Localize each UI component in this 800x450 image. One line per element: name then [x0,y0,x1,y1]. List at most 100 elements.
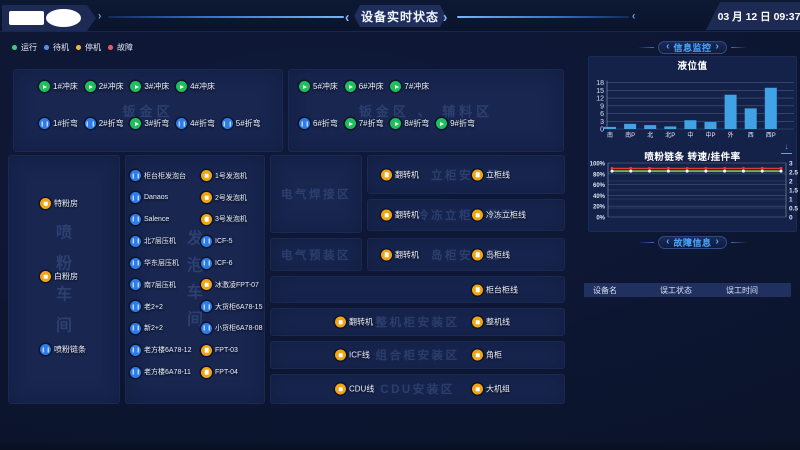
device-label: 冰激凌FPT-07 [215,281,259,289]
status-run-icon [39,81,50,92]
chart-rect [764,87,777,129]
device-item[interactable]: 老方楼6A78-11 [130,361,200,383]
device-column: 1号发泡机 2号发泡机 3号发泡机 ICF-5 ICF-6 冰激凌FPT-07 大货柜6A7… [201,165,263,383]
device-item[interactable]: 7#冲床 [390,81,436,92]
device-item[interactable]: 华东层压机 [130,252,200,274]
charts-panel [588,56,797,232]
device-item[interactable]: FPT-04 [201,361,263,383]
chart-circle [666,166,670,170]
device-item[interactable]: 3号发泡机 [201,209,263,231]
fault-header-label: 故障信息 [673,237,712,248]
device-item[interactable]: 翻转机 [381,169,419,180]
line-chart-title: 喷粉链条 转速/挂件率 [644,152,741,163]
device-item[interactable]: 5#折弯 [221,118,268,129]
device-item[interactable]: 1号发泡机 [201,165,263,187]
legend-item-stop[interactable]: 停机 [76,42,101,53]
device-item[interactable]: 角柜 [472,349,502,361]
header-wing [638,241,655,243]
zone-panel-fapao: 发泡车间 柜台柜发泡台 Danaos Salence 北7层压机 华东层压机 南7层压机老… [125,155,265,404]
device-item[interactable]: 南7层压机 [130,274,200,296]
device-item[interactable]: 大货柜6A78-15 [201,296,263,318]
device-item[interactable]: Salence [130,209,200,231]
device-item[interactable]: 6#折弯 [299,118,345,129]
status-stop-icon [201,344,212,356]
status-stop-icon [472,383,483,395]
device-item[interactable]: 翻转机 [381,209,419,221]
status-stop-icon [381,169,392,180]
save-as-image-icon[interactable]: ↓ [781,143,792,154]
zone-panel-yuzhuang: 电气预装区 [270,238,362,271]
chart-rect [644,125,657,129]
device-item[interactable]: 7#折弯 [344,118,391,129]
device-item[interactable]: 3#折弯 [130,118,176,129]
device-label: 整机线 [486,317,510,327]
device-item[interactable]: 冰激凌FPT-07 [201,274,263,296]
device-item[interactable]: 新2+2 [130,318,200,340]
device-item[interactable]: 8#折弯 [390,118,436,129]
device-item[interactable]: 冷冻立柜线 [472,209,526,221]
device-row: 1#冲床 2#冲床 3#冲床 4#冲床 [39,81,222,92]
device-label: Danaos [144,194,169,202]
device-item[interactable]: Danaos [130,187,200,209]
device-item[interactable]: 老2+2 [130,296,200,318]
device-item[interactable]: CDU线 [335,383,374,395]
chart-circle [648,166,652,170]
status-standby-icon [201,322,212,334]
device-item[interactable]: 2#冲床 [84,81,131,92]
chart-text: 0 [600,127,604,134]
device-item[interactable]: ICF线 [335,349,370,361]
device-item[interactable]: 1#冲床 [39,81,85,92]
zone-panel-penfen: 喷粉车间 特粉房 白粉房 喷粉链条 [8,155,120,404]
device-item[interactable]: 2号发泡机 [201,187,263,209]
legend-label: 待机 [53,43,69,52]
legend-item-run[interactable]: 运行 [12,42,37,53]
device-item[interactable]: 立柜线 [472,169,510,180]
device-item[interactable]: 柜台柜线 [472,284,518,295]
device-item[interactable]: 大机组 [472,383,510,395]
status-standby-icon [130,235,141,247]
device-item[interactable]: 翻转机 [381,249,419,260]
device-item[interactable]: 北7层压机 [130,230,200,252]
device-item[interactable]: 柜台柜发泡台 [130,165,200,187]
chart-text: 80% [593,172,606,178]
device-item[interactable]: ICF-6 [201,252,263,274]
device-item[interactable]: 9#折弯 [436,118,482,129]
device-item[interactable]: 小货柜6A78-08 [201,318,263,340]
chart-circle [741,169,745,173]
status-standby-icon [201,301,212,313]
device-item[interactable]: 岛柜线 [472,249,510,260]
device-label: 立柜线 [486,170,510,179]
device-item[interactable]: 特粉房 [40,198,78,209]
legend-item-standby[interactable]: 待机 [44,42,69,53]
zone-panel-cdu: CDU安装区 CDU线 大机组 [270,374,565,404]
device-row: 6#折弯 7#折弯 8#折弯 9#折弯 [299,118,482,129]
status-stop-icon [335,316,346,328]
device-item[interactable]: 5#冲床 [299,81,345,92]
device-label: 小货柜6A78-08 [215,325,263,333]
device-item[interactable]: 4#冲床 [176,81,222,92]
device-item[interactable]: 翻转机 [335,316,373,328]
status-stop-icon [335,349,346,361]
header-wing [730,241,747,243]
device-item[interactable]: 3#冲床 [130,81,176,92]
device-item[interactable]: 1#折弯 [39,118,85,129]
device-item[interactable]: 4#折弯 [176,118,222,129]
device-item[interactable]: 6#冲床 [344,81,391,92]
device-label: 翻转机 [395,210,419,220]
device-label: 1#冲床 [53,82,78,91]
device-label: 4#折弯 [190,119,215,128]
device-item[interactable]: 老方楼6A78-12 [130,339,200,361]
device-label: 老2+2 [144,303,163,311]
device-item[interactable]: FPT-03 [201,339,263,361]
device-label: ICF-5 [215,237,233,245]
device-item[interactable]: 整机线 [472,316,510,328]
device-item[interactable]: 喷粉链条 [40,344,86,355]
legend-item-fault[interactable]: 故障 [108,42,133,53]
device-item[interactable]: 2#折弯 [84,118,131,129]
device-item[interactable]: 白粉房 [40,271,78,282]
status-standby-icon [40,344,51,355]
device-label: 角柜 [486,350,502,360]
device-item[interactable]: ICF-5 [201,230,263,252]
chart-circle [704,166,708,170]
legend-label: 停机 [85,43,101,52]
